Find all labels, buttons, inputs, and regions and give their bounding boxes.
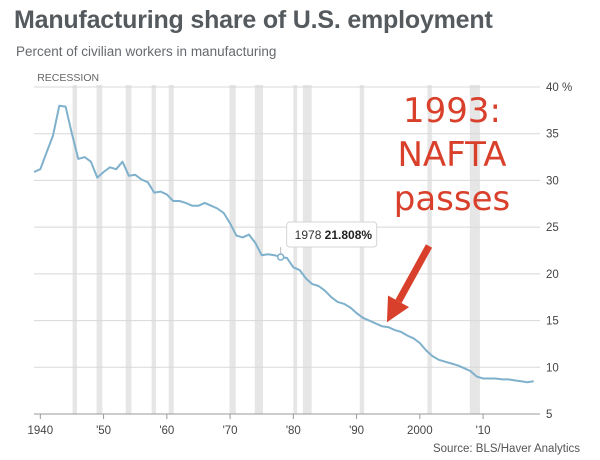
chart-subtitle: Percent of civilian workers in manufactu… [16, 44, 277, 59]
x-tick-label: '90 [349, 425, 364, 437]
axes: 5 10 15 20 25 30 35 40 % 1940 '50 '60 '70 '80 '90 2000… [28, 82, 581, 455]
annotation-line: passes [394, 179, 510, 219]
y-tick-label: 40 % [546, 82, 572, 94]
recession-band [229, 85, 236, 414]
y-tick-label: 35 [546, 129, 559, 141]
recession-label: RECESSION [37, 72, 99, 84]
y-tick-label: 5 [546, 409, 552, 421]
y-tick-label: 15 [546, 316, 559, 328]
recession-band [293, 85, 298, 414]
tooltip-year: 1978 [295, 228, 322, 242]
y-tick-label: 10 [546, 362, 559, 374]
x-tick-label: 1940 [28, 425, 54, 437]
tooltip-value: 21.808% [325, 228, 373, 242]
recession-band [72, 85, 78, 414]
x-tick-label: '70 [223, 425, 238, 437]
annotation-line: NAFTA [397, 135, 506, 175]
x-tick-label: '80 [286, 425, 301, 437]
tooltip-box [286, 221, 378, 248]
recession-band [469, 85, 480, 414]
tooltip: 1978 21.808% [276, 221, 378, 261]
x-tick-label: '60 [159, 425, 174, 437]
recession-band [151, 85, 157, 414]
recession-band [359, 85, 365, 414]
recession-band [168, 85, 174, 414]
recession-band [125, 85, 132, 414]
x-tick-label: '50 [96, 425, 111, 437]
chart-title: Manufacturing share of U.S. employment [14, 6, 493, 34]
annotation-arrow-shaft [395, 244, 433, 303]
tooltip-marker [276, 253, 285, 261]
recession-band [302, 85, 312, 414]
y-tick-label: 30 [546, 175, 559, 187]
y-tick-label: 25 [546, 222, 559, 234]
x-tick-label: '10 [476, 425, 491, 437]
recession-band [96, 85, 103, 414]
annotation-line: 1993: [403, 91, 501, 131]
x-tick-label: 2000 [407, 425, 433, 437]
y-tick-label: 20 [546, 269, 559, 281]
source-note: Source: BLS/Haver Analytics [433, 443, 580, 455]
annotation-arrow-head [386, 295, 410, 323]
